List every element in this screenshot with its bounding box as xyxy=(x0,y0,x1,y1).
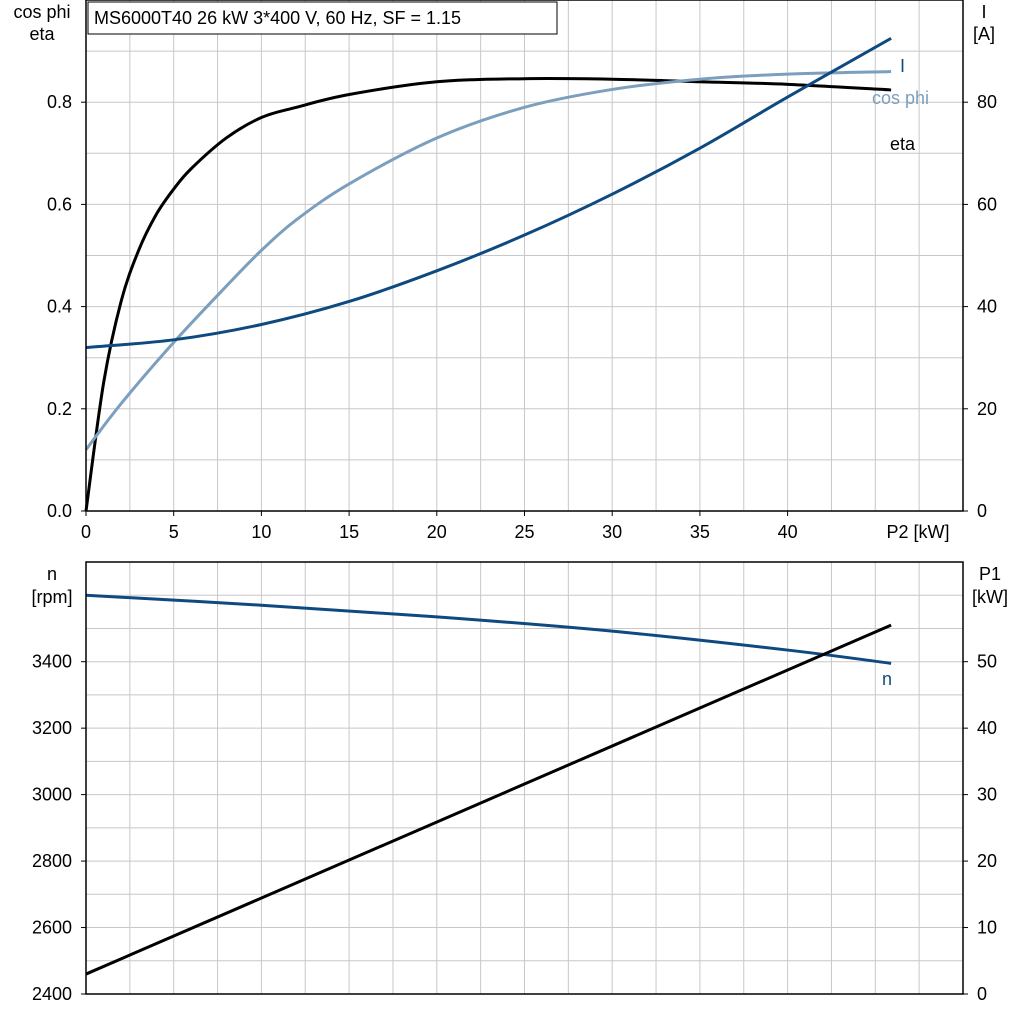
bottom-series-label-n: n xyxy=(882,669,892,689)
chart-title: MS6000T40 26 kW 3*400 V, 60 Hz, SF = 1.1… xyxy=(94,8,461,28)
bottom-plot-frame xyxy=(85,561,964,995)
bottom-y-right-tick-label: 50 xyxy=(977,652,997,672)
top-series-label-cos-phi: cos phi xyxy=(872,88,929,108)
top-y-right-tick-label: 60 xyxy=(977,194,997,214)
bottom-y-left-label-1: n xyxy=(47,564,57,584)
x-tick-label: 5 xyxy=(169,522,179,542)
bottom-y-right-tick-label: 10 xyxy=(977,918,997,938)
top-y-left-label-1: cos phi xyxy=(13,2,70,22)
chart-title-box xyxy=(87,1,558,35)
top-y-left-tick-label: 0.2 xyxy=(47,399,72,419)
top-y-right-label-2: [A] xyxy=(973,24,995,44)
bottom-grid xyxy=(86,562,963,994)
bottom-y-left-tick-label: 3200 xyxy=(32,718,72,738)
top-y-right-tick-label: 0 xyxy=(977,501,987,521)
bottom-y-left-tick-label: 3000 xyxy=(32,785,72,805)
bottom-y-left-tick-label: 2800 xyxy=(32,851,72,871)
top-y-right-tick-label: 80 xyxy=(977,92,997,112)
x-tick-label: 10 xyxy=(251,522,271,542)
bottom-y-left-label-2: [rpm] xyxy=(31,587,72,607)
top-ticks: 0.0 0.2 0.4 0.6 0.8 0 20 40 60 80 0 5 10 15 20 25 30 35 40 xyxy=(47,92,997,542)
bottom-series-p1 xyxy=(85,623,892,976)
top-grid xyxy=(86,0,963,511)
bottom-y-left-tick-label: 2600 xyxy=(32,918,72,938)
bottom-series-n xyxy=(85,593,892,665)
x-tick-label: 40 xyxy=(778,522,798,542)
top-series-i xyxy=(85,37,892,349)
bottom-y-right-tick-label: 0 xyxy=(977,984,987,1004)
x-axis-label: P2 [kW] xyxy=(886,522,949,542)
top-series-label-i: I xyxy=(900,56,905,76)
bottom-y-right-tick-label: 30 xyxy=(977,785,997,805)
top-series-eta xyxy=(84,77,892,512)
bottom-series: n xyxy=(85,593,892,976)
bottom-y-left-tick-label: 3400 xyxy=(32,652,72,672)
bottom-y-right-label-2: [kW] xyxy=(972,587,1008,607)
x-tick-label: 35 xyxy=(690,522,710,542)
x-tick-label: 30 xyxy=(602,522,622,542)
bottom-y-right-label-1: P1 xyxy=(979,564,1001,584)
x-tick-label: 25 xyxy=(514,522,534,542)
bottom-y-right-tick-label: 20 xyxy=(977,851,997,871)
bottom-y-right-tick-label: 40 xyxy=(977,718,997,738)
top-y-left-tick-label: 0.6 xyxy=(47,194,72,214)
bottom-y-left-tick-label: 2400 xyxy=(32,984,72,1004)
top-series-label-eta: eta xyxy=(890,134,916,154)
top-y-left-label-2: eta xyxy=(29,24,55,44)
top-y-left-tick-label: 0.4 xyxy=(47,297,72,317)
top-series: eta cos phi I xyxy=(84,37,929,512)
x-tick-label: 20 xyxy=(427,522,447,542)
top-y-left-tick-label: 0.8 xyxy=(47,92,72,112)
bottom-ticks: 2400 2600 2800 3000 3200 3400 0 10 20 30 40 50 xyxy=(32,652,997,1004)
top-y-right-label-1: I xyxy=(981,2,986,22)
top-y-right-tick-label: 40 xyxy=(977,297,997,317)
x-tick-label: 15 xyxy=(339,522,359,542)
top-series-cos-phi xyxy=(84,70,892,451)
top-y-left-tick-label: 0.0 xyxy=(47,501,72,521)
x-tick-label: 0 xyxy=(81,522,91,542)
top-y-right-tick-label: 20 xyxy=(977,399,997,419)
